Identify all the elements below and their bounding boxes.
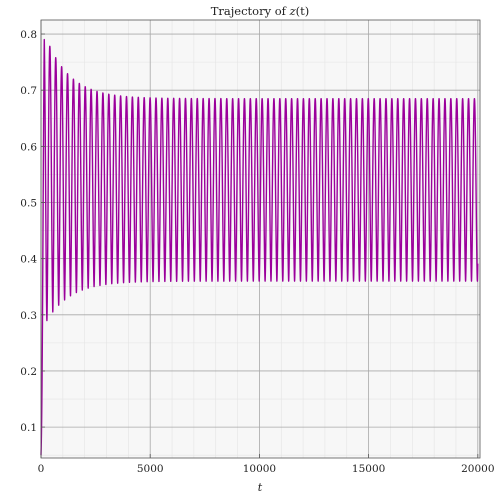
y-tick-label: 0.7 — [20, 85, 37, 97]
y-tick-label: 0.5 — [20, 198, 37, 210]
x-tick-label: 20000 — [461, 463, 494, 475]
y-tick-label: 0.4 — [20, 254, 37, 266]
chart-title: Trajectory of z(t) — [211, 4, 310, 18]
plot-frame — [40, 19, 481, 459]
y-tick-label: 0.8 — [20, 29, 37, 41]
x-tick-label: 10000 — [243, 463, 276, 475]
series-line-z — [40, 38, 479, 456]
x-axis-label: t — [258, 481, 263, 494]
series-layer — [40, 38, 479, 456]
y-tick-label: 0.6 — [20, 141, 37, 153]
x-tick-label: 5000 — [137, 463, 164, 475]
ticks-layer: 0 5000 10000 15000 20000 0.1 0.2 0.3 0.4 0.5 0.6 0.… — [20, 29, 494, 475]
y-tick-label: 0.1 — [20, 422, 37, 434]
y-tick-label: 0.2 — [20, 366, 37, 378]
x-tick-label: 0 — [38, 463, 45, 475]
y-tick-label: 0.3 — [20, 310, 37, 322]
x-tick-label: 15000 — [352, 463, 385, 475]
